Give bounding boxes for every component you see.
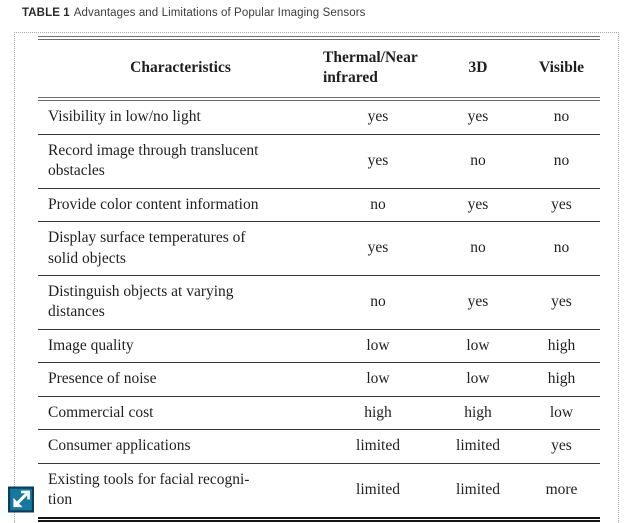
row-characteristic: Consumer applications — [38, 429, 323, 464]
row-characteristic: Existing tools for facial recogni- tion — [48, 470, 250, 509]
row-characteristic: Distinguish objects at varying distances — [38, 275, 323, 330]
row-characteristic: Commercial cost — [38, 396, 323, 431]
row-value-3d: low — [433, 362, 523, 397]
row-value-3d: low — [433, 329, 523, 364]
row-value-3d: yes — [433, 188, 523, 223]
table-row: Provide color content information no yes… — [38, 188, 600, 223]
header-row: Characteristics Thermal/Near infrared 3D… — [38, 38, 600, 102]
row-value-visible: no — [523, 99, 600, 135]
table-panel: Characteristics Thermal/Near infrared 3D… — [14, 32, 619, 523]
row-value-3d: no — [433, 221, 523, 276]
row-characteristic: Record image through translucent obstacl… — [38, 134, 323, 189]
table-row: Visibility in low/no light yes yes no — [38, 99, 600, 135]
row-value-visible: high — [523, 329, 600, 364]
row-value-thermal: low — [323, 362, 433, 397]
row-characteristic: Display surface temperatures of solid ob… — [38, 221, 323, 276]
row-value-3d: limited — [433, 429, 523, 464]
row-characteristic: Visibility in low/no light — [38, 99, 323, 135]
row-characteristic: Image quality — [38, 329, 323, 364]
row-value-thermal: yes — [323, 99, 433, 135]
row-value-thermal: low — [323, 329, 433, 364]
header-thermal-near-infrared: Thermal/Near infrared — [323, 38, 433, 102]
header-characteristics: Characteristics — [38, 38, 323, 102]
row-value-visible: no — [523, 221, 600, 276]
row-value-thermal: high — [323, 396, 433, 431]
row-value-thermal: limited — [356, 480, 400, 498]
table-row: Distinguish objects at varying distances… — [38, 275, 600, 330]
row-value-3d: high — [433, 396, 523, 431]
row-value-3d: yes — [433, 99, 523, 135]
table-body: Visibility in low/no light yes yes no Re… — [38, 99, 600, 519]
row-value-visible: yes — [523, 275, 600, 330]
row-value-thermal: limited — [323, 429, 433, 464]
table-caption: TABLE 1 Advantages and Limitations of Pop… — [22, 7, 365, 19]
table-row: Image quality low low high — [38, 329, 600, 364]
row-value-visible: yes — [523, 429, 600, 464]
table-row: Existing tools for facial recogni- tion … — [38, 463, 600, 519]
table-caption-label: TABLE 1 — [22, 7, 70, 19]
row-value-thermal: yes — [323, 221, 433, 276]
row-value-visible: yes — [523, 188, 600, 223]
row-characteristic: Presence of noise — [38, 362, 323, 397]
row-value-visible: more — [545, 480, 578, 498]
row-value-thermal: no — [323, 188, 433, 223]
row-value-visible: low — [523, 396, 600, 431]
table-row: Commercial cost high high low — [38, 396, 600, 431]
row-value-3d: limited — [456, 480, 500, 498]
row-characteristic: Provide color content information — [38, 188, 323, 223]
row-value-thermal: no — [323, 275, 433, 330]
diagonal-arrow-expand-icon — [8, 486, 34, 513]
expand-table-button[interactable] — [8, 486, 34, 513]
table-caption-text: Advantages and Limitations of Popular Im… — [73, 7, 366, 19]
table-row: Presence of noise low low high — [38, 362, 600, 397]
row-value-thermal: yes — [323, 134, 433, 189]
table-row: Consumer applications limited limited ye… — [38, 429, 600, 464]
header-visible: Visible — [523, 38, 600, 102]
table-header: Characteristics Thermal/Near infrared 3D… — [38, 38, 600, 102]
header-3d: 3D — [433, 38, 523, 102]
sensor-comparison-table: Characteristics Thermal/Near infrared 3D… — [38, 36, 600, 522]
row-value-3d: no — [433, 134, 523, 189]
row-value-visible: no — [523, 134, 600, 189]
row-value-visible: high — [523, 362, 600, 397]
table-row: Display surface temperatures of solid ob… — [38, 221, 600, 276]
table-row: Record image through translucent obstacl… — [38, 134, 600, 189]
row-value-3d: yes — [433, 275, 523, 330]
